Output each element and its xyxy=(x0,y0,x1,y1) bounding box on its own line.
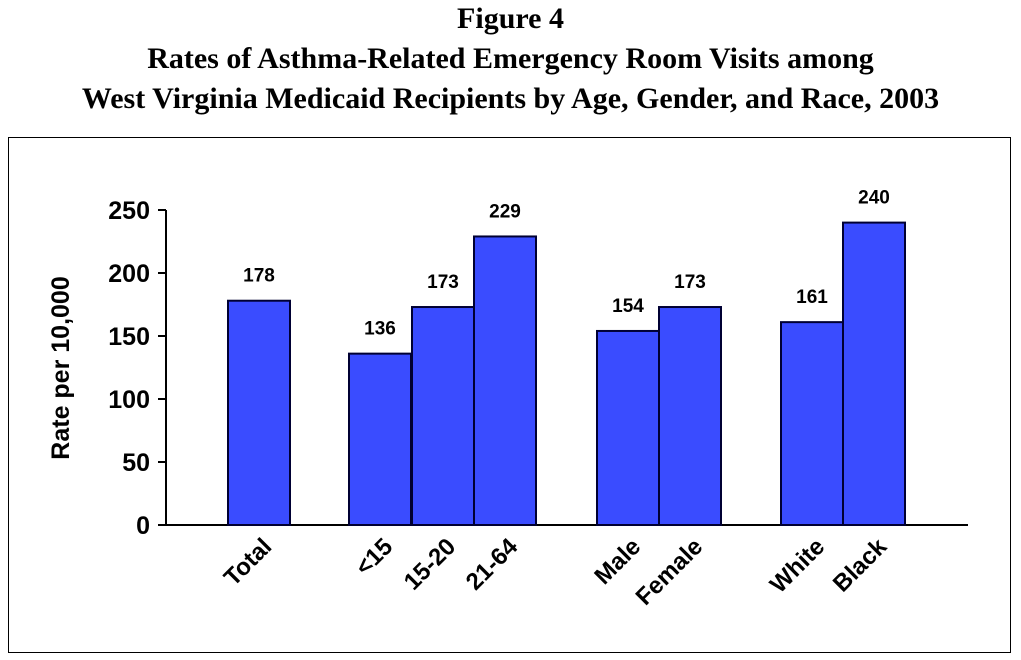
x-tick-label: White xyxy=(765,533,830,598)
data-label: 229 xyxy=(489,201,521,222)
bar-21-64 xyxy=(473,235,537,527)
bar-white xyxy=(780,321,844,527)
data-label: 240 xyxy=(858,188,890,209)
bar-male xyxy=(596,329,660,526)
y-tick-label: 0 xyxy=(136,512,150,540)
x-tick-label: Total xyxy=(219,533,277,591)
x-tick-label: Black xyxy=(828,533,893,598)
data-label: 173 xyxy=(674,272,706,293)
y-tick-label: 150 xyxy=(108,323,150,351)
chart-title-line-1: Rates of Asthma-Related Emergency Room V… xyxy=(147,42,874,75)
y-tick-label: 200 xyxy=(108,260,150,288)
figure-number: Figure 4 xyxy=(457,2,564,35)
bar--15 xyxy=(348,352,412,527)
data-label: 161 xyxy=(796,287,828,308)
bars xyxy=(227,221,906,527)
data-label: 173 xyxy=(427,272,459,293)
data-label: 178 xyxy=(243,266,275,287)
bar-female xyxy=(658,306,722,526)
x-tick-label: Female xyxy=(631,533,709,611)
x-tick-label: Male xyxy=(589,533,646,590)
value-labels: 178 136 173 229 154 173 161 240 xyxy=(243,188,890,340)
y-tick-labels: 0 50 100 150 200 250 xyxy=(108,197,150,540)
x-tick-label: 15-20 xyxy=(399,533,462,596)
data-label: 136 xyxy=(364,319,396,340)
x-tick-label: <15 xyxy=(350,533,398,581)
y-axis-label: Rate per 10,000 xyxy=(47,276,75,459)
x-tick-label: 21-64 xyxy=(461,533,524,596)
bar-black xyxy=(842,221,906,526)
y-tick-label: 250 xyxy=(108,197,150,225)
chart-frame xyxy=(8,137,1011,653)
bar-total xyxy=(227,299,291,526)
chart-title-line-2: West Virginia Medicaid Recipients by Age… xyxy=(81,82,940,115)
y-tick-label: 100 xyxy=(108,386,150,414)
bar-15-20 xyxy=(411,306,475,526)
y-axis-title: Rate per 10,000 xyxy=(47,276,75,459)
y-tick-label: 50 xyxy=(122,449,150,477)
data-label: 154 xyxy=(612,296,644,317)
